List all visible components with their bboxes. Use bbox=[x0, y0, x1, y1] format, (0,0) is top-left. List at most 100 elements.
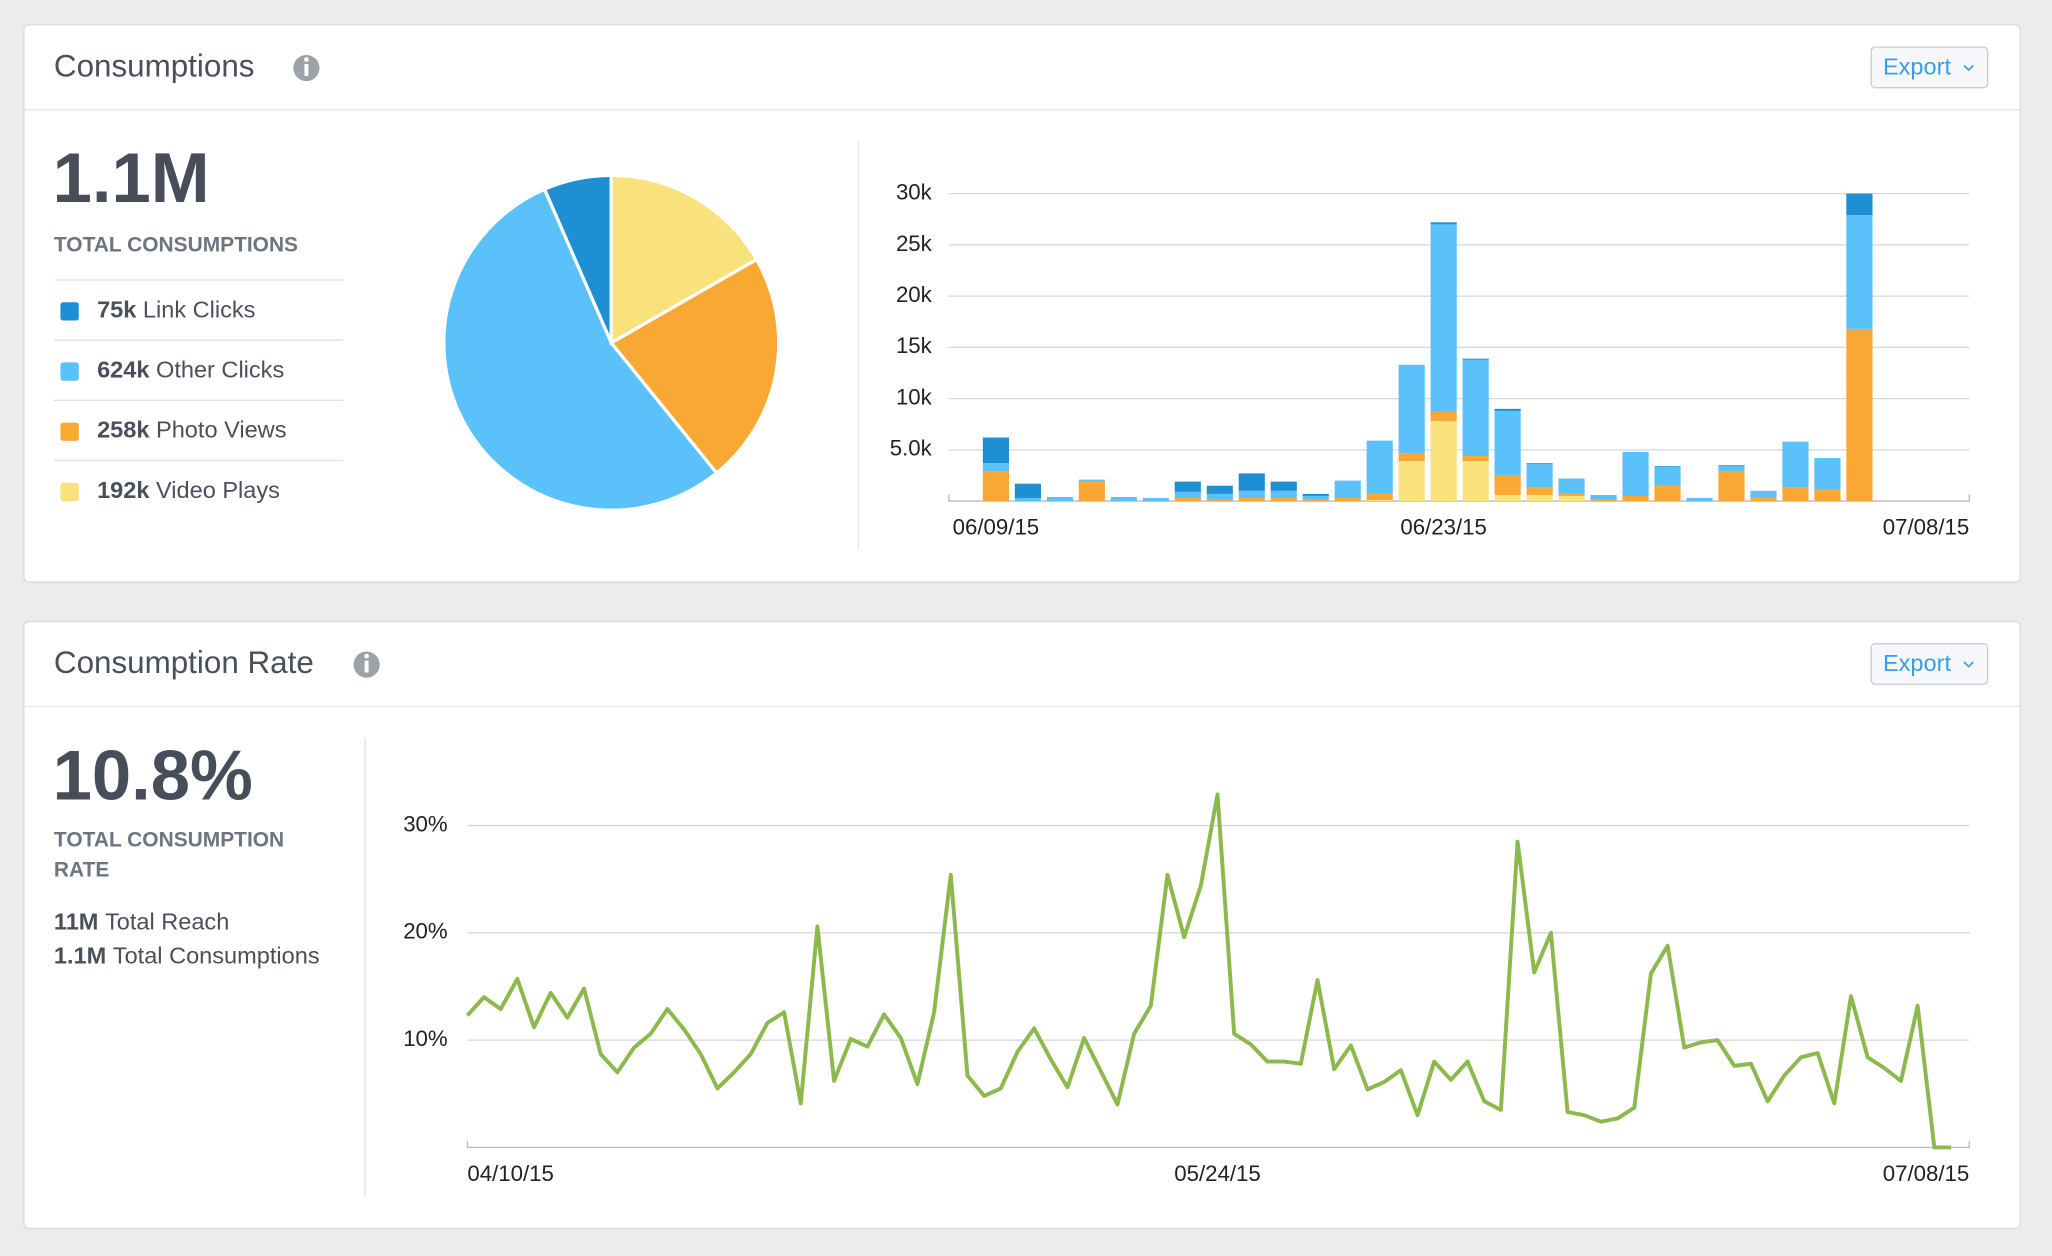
y-tick-label: 10% bbox=[403, 1026, 448, 1051]
bar-segment bbox=[1206, 499, 1233, 502]
bar-segment bbox=[1494, 408, 1521, 411]
bar-segment bbox=[1494, 494, 1521, 502]
x-tick-label: 05/24/15 bbox=[1174, 1161, 1261, 1186]
y-tick-label: 15k bbox=[896, 333, 933, 358]
bar-segment bbox=[1398, 364, 1425, 453]
x-tick-label: 07/08/15 bbox=[1883, 1161, 1970, 1186]
bar-segment bbox=[1078, 479, 1105, 482]
bar-segment bbox=[1206, 493, 1233, 500]
bar-segment bbox=[1558, 493, 1585, 496]
bar-segment bbox=[1526, 464, 1553, 488]
bar-segment bbox=[1366, 500, 1393, 502]
bar-segment bbox=[982, 437, 1009, 464]
info-icon bbox=[293, 54, 320, 82]
panel-title: Consumption Rate bbox=[54, 645, 314, 680]
stat-value: 1.1M bbox=[54, 943, 106, 969]
total-label: TOTAL CONSUMPTIONS bbox=[54, 233, 298, 256]
bar-segment bbox=[1686, 498, 1713, 502]
bar-segment bbox=[1494, 475, 1521, 495]
legend-swatch bbox=[60, 482, 79, 502]
x-tick-label: 06/09/15 bbox=[953, 514, 1040, 539]
x-axis bbox=[466, 1140, 1970, 1149]
bar-segment bbox=[1302, 493, 1329, 496]
legend-entry: 75k Link Clicks bbox=[97, 297, 255, 323]
legend-swatch bbox=[60, 302, 79, 321]
legend-label: Link Clicks bbox=[143, 297, 256, 323]
legend-label: Video Plays bbox=[156, 477, 280, 503]
bar-segment bbox=[1206, 485, 1233, 494]
export-button[interactable]: Export bbox=[1870, 643, 1989, 685]
y-tick-label: 20% bbox=[403, 919, 448, 944]
total-label: TOTAL CONSUMPTION RATE bbox=[53, 829, 285, 882]
export-label[interactable]: Export bbox=[1883, 53, 1952, 79]
bar-segment bbox=[1270, 490, 1297, 499]
bar-segment bbox=[1750, 490, 1777, 497]
legend-value: 258k bbox=[97, 417, 150, 443]
bar-segment bbox=[1590, 494, 1617, 500]
panel bbox=[23, 620, 2021, 1230]
legend-value: 192k bbox=[97, 477, 150, 503]
stat-label: Total Consumptions bbox=[113, 943, 320, 969]
bar-segment bbox=[1174, 481, 1201, 492]
y-tick-label: 10k bbox=[896, 384, 933, 409]
bar-segment bbox=[1398, 461, 1425, 502]
legend-entry: 192k Video Plays bbox=[97, 477, 280, 503]
y-tick-label: 30k bbox=[896, 180, 933, 205]
bar-segment bbox=[982, 471, 1009, 502]
x-tick-label: 06/23/15 bbox=[1400, 514, 1487, 539]
bar-segment bbox=[1174, 491, 1201, 499]
bar-segment bbox=[1302, 495, 1329, 500]
bar-segment bbox=[982, 463, 1009, 472]
bar-segment bbox=[1526, 463, 1553, 465]
bar-segment bbox=[1526, 487, 1553, 495]
total-label-box: TOTAL CONSUMPTION RATE bbox=[53, 829, 285, 882]
legend-entry: 258k Photo Views bbox=[97, 417, 286, 443]
x-tick-label: 07/08/15 bbox=[1883, 514, 1970, 539]
legend-label: Photo Views bbox=[156, 417, 286, 443]
stat: 1.1M Total Consumptions bbox=[54, 943, 320, 969]
bar-segment bbox=[1110, 496, 1137, 502]
legend-entry: 624k Other Clicks bbox=[97, 357, 284, 383]
bar-segment bbox=[1142, 498, 1169, 502]
bar-segment bbox=[1334, 480, 1361, 499]
bar-segment bbox=[1814, 489, 1841, 502]
bar-segment bbox=[1078, 481, 1105, 502]
bar-segment bbox=[1590, 499, 1617, 502]
bar-segment bbox=[1462, 358, 1489, 360]
bar-segment bbox=[1654, 485, 1681, 502]
bar-segment bbox=[1654, 467, 1681, 486]
total: 10.8% bbox=[53, 736, 253, 815]
y-tick-label: 30% bbox=[403, 811, 448, 836]
bar-segment bbox=[1846, 215, 1873, 329]
legend-value: 624k bbox=[97, 357, 150, 383]
bar-segment bbox=[1014, 498, 1041, 502]
pie-slice bbox=[442, 187, 719, 512]
legend-swatch bbox=[60, 362, 79, 381]
legend-value: 75k bbox=[97, 297, 137, 323]
line bbox=[465, 792, 1951, 1150]
bar-segment bbox=[1814, 458, 1841, 490]
bar-segment bbox=[1718, 465, 1745, 467]
stat-label: Total Reach bbox=[105, 909, 229, 935]
export-label[interactable]: Export bbox=[1883, 650, 1952, 676]
bar-segment bbox=[1366, 440, 1393, 494]
stat: 11M Total Reach bbox=[54, 909, 229, 935]
x-tick-label: 04/10/15 bbox=[467, 1161, 554, 1186]
legend-label: Other Clicks bbox=[156, 357, 284, 383]
bar-segment bbox=[1654, 466, 1681, 468]
bar-segment bbox=[1526, 494, 1553, 502]
bar-segment bbox=[1462, 455, 1489, 462]
panel-title: Consumptions bbox=[54, 48, 255, 83]
export-button[interactable]: Export bbox=[1870, 46, 1989, 89]
bar-segment bbox=[1430, 222, 1457, 225]
y-tick-label: 25k bbox=[896, 231, 933, 256]
bar-segment bbox=[1270, 498, 1297, 502]
bar-segment bbox=[1782, 441, 1809, 488]
x-axis bbox=[948, 494, 1970, 502]
bar-segment bbox=[1846, 328, 1873, 502]
bar-segment bbox=[1430, 421, 1457, 502]
y-tick-label: 5.0k bbox=[890, 436, 933, 461]
bar-segment bbox=[1558, 495, 1585, 502]
total: 1.1M bbox=[53, 138, 210, 217]
